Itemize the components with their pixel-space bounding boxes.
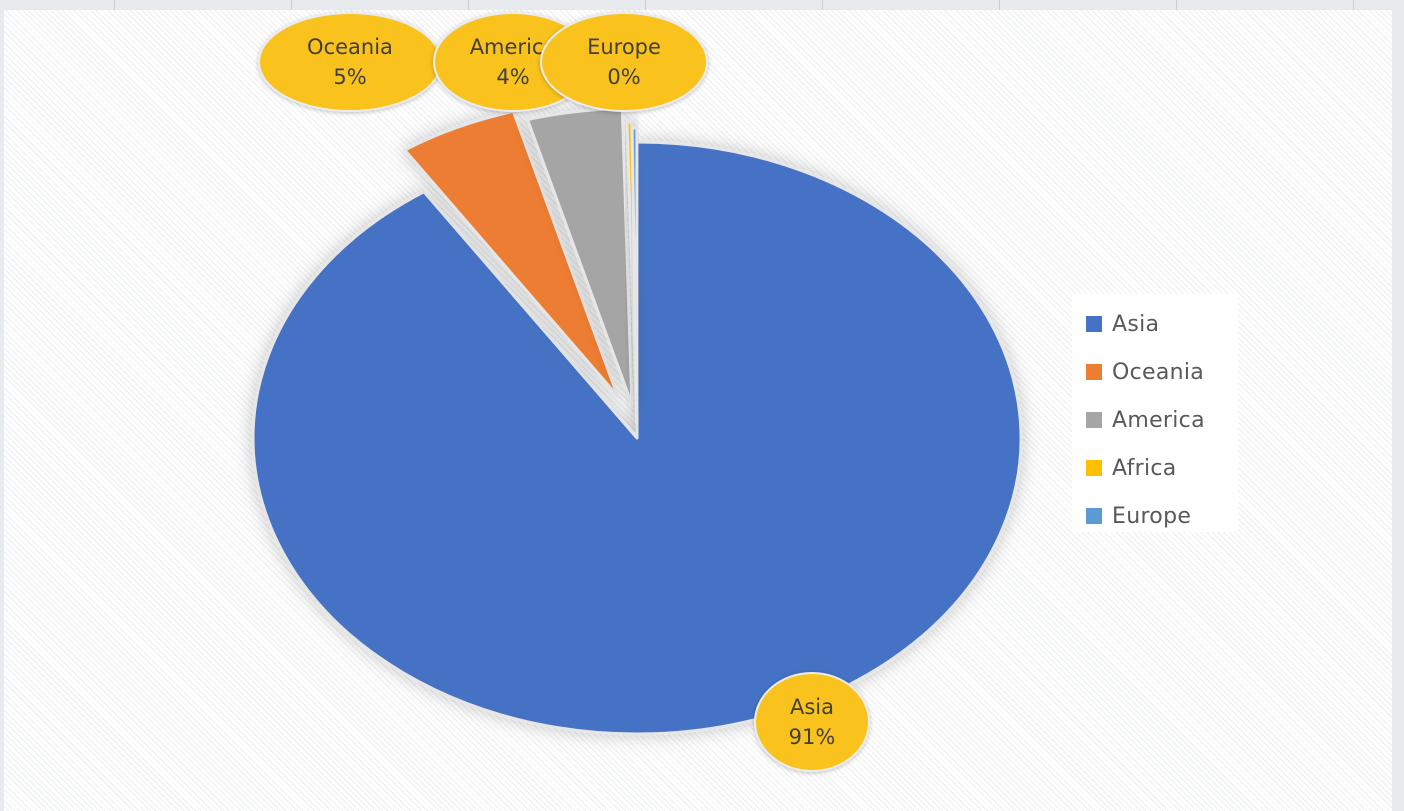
pie-slices	[251, 106, 1023, 736]
sheet-gridline	[291, 0, 292, 10]
legend-swatch-europe	[1086, 508, 1102, 524]
sheet-gridline	[1353, 0, 1354, 10]
data-label-percent-asia: 91%	[789, 725, 836, 749]
sheet-gridline	[114, 0, 115, 10]
sheet-gridline	[1176, 0, 1177, 10]
data-label-bubble-oceania	[258, 12, 442, 112]
legend-label-asia: Asia	[1112, 311, 1160, 337]
legend-label-europe: Europe	[1112, 503, 1192, 529]
data-label-europe[interactable]: Europe 0%	[540, 12, 708, 112]
chart-legend[interactable]: Asia Oceania America Africa Europe	[1072, 294, 1238, 532]
data-label-name-oceania: Oceania	[307, 35, 393, 59]
data-label-name-asia: Asia	[790, 695, 834, 719]
pie-slice-europe[interactable]	[630, 126, 639, 426]
legend-label-africa: Africa	[1112, 455, 1177, 481]
data-label-percent-america: 4%	[496, 65, 529, 89]
data-label-percent-europe: 0%	[607, 65, 640, 89]
sheet-gridline	[645, 0, 646, 10]
legend-item-oceania[interactable]: Oceania	[1086, 348, 1238, 396]
data-label-asia[interactable]: Asia 91%	[754, 672, 870, 772]
pie-slice-asia[interactable]	[251, 140, 1023, 736]
legend-label-oceania: Oceania	[1112, 359, 1205, 385]
data-label-name-europe: Europe	[587, 35, 661, 59]
legend-item-asia[interactable]: Asia	[1086, 300, 1238, 348]
data-label-oceania[interactable]: Oceania 5%	[258, 12, 442, 112]
sheet-gridline	[468, 0, 469, 10]
sheet-column-gridlines	[0, 0, 1404, 10]
data-label-bubble-europe	[540, 12, 708, 112]
sheet-gridline	[822, 0, 823, 10]
sheet-gridline	[999, 0, 1000, 10]
data-label-bubble-asia	[754, 672, 870, 772]
legend-swatch-america	[1086, 412, 1102, 428]
legend-swatch-asia	[1086, 316, 1102, 332]
legend-item-america[interactable]: America	[1086, 396, 1238, 444]
legend-swatch-oceania	[1086, 364, 1102, 380]
legend-swatch-africa	[1086, 460, 1102, 476]
legend-item-europe[interactable]: Europe	[1086, 492, 1238, 540]
data-label-percent-oceania: 5%	[333, 65, 366, 89]
legend-label-america: America	[1112, 407, 1205, 433]
legend-item-africa[interactable]: Africa	[1086, 444, 1238, 492]
